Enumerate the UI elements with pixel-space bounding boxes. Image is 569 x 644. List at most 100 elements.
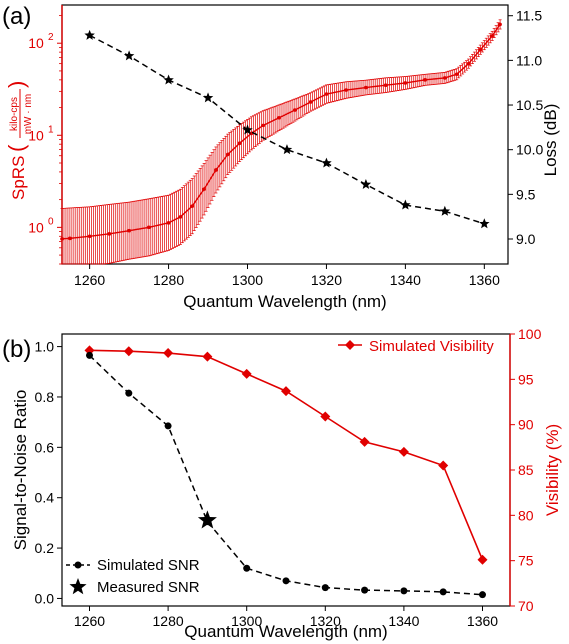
legend-star-icon bbox=[69, 578, 87, 595]
right-tick-label: 75 bbox=[518, 553, 534, 569]
spectral-raman-point bbox=[178, 215, 183, 219]
svg-text:(: ( bbox=[4, 144, 29, 152]
loss-point-star bbox=[123, 50, 135, 61]
spectral-raman-point bbox=[237, 141, 242, 146]
simulated-snr-point bbox=[321, 584, 329, 592]
simulated-snr-point bbox=[125, 389, 133, 397]
right-tick-label: 80 bbox=[518, 507, 534, 523]
simulated-snr-point bbox=[478, 591, 486, 599]
panel-a-unit-numerator: kilo-cps bbox=[9, 97, 20, 131]
right-tick-label: 9.0 bbox=[516, 231, 536, 247]
left-tick-label: 0.4 bbox=[35, 490, 55, 506]
legend-measured-snr-label: Measured SNR bbox=[97, 579, 200, 596]
spectral-raman-point bbox=[107, 232, 112, 236]
left-tick-label: 10 bbox=[28, 35, 44, 51]
left-tick-label: 0.0 bbox=[35, 590, 55, 606]
x-tick-label: 1260 bbox=[74, 272, 105, 288]
visibility-point-diamond bbox=[320, 411, 331, 422]
visibility-point-diamond bbox=[163, 348, 174, 359]
panel-b-left-axis-label: Signal-to-Noise Ratio bbox=[11, 390, 30, 551]
x-tick-label: 1320 bbox=[311, 272, 342, 288]
panel-a-right-axis-label: Loss (dB) bbox=[541, 104, 560, 177]
spectral-raman-point bbox=[490, 34, 495, 38]
loss-point-star bbox=[163, 74, 174, 85]
right-tick-label: 11.0 bbox=[516, 52, 542, 68]
spectral-raman-point bbox=[190, 204, 195, 208]
loss-point-star bbox=[84, 29, 95, 40]
spectral-raman-series bbox=[60, 19, 502, 265]
right-tick-label: 100 bbox=[518, 326, 542, 342]
visibility-point-diamond bbox=[477, 554, 488, 565]
simulated-snr-point bbox=[439, 588, 447, 596]
loss-point-star bbox=[321, 157, 332, 168]
right-tick-label: 10.5 bbox=[516, 97, 543, 113]
loss-point-star bbox=[360, 179, 372, 189]
x-tick-label: 1300 bbox=[231, 613, 262, 629]
panel-a: (a) 1260 1280 1300 1320 1340 1360 10 0 10 1 10 2 9… bbox=[2, 3, 560, 311]
spectral-raman-point bbox=[293, 108, 297, 112]
simulated-snr-point bbox=[243, 564, 251, 572]
spectral-raman-point bbox=[68, 236, 72, 241]
right-tick-label: 90 bbox=[518, 417, 534, 433]
panel-b-series bbox=[84, 345, 488, 599]
panel-b-right-ticks: 70 75 80 85 90 95 100 bbox=[510, 326, 542, 614]
spectral-raman-point bbox=[127, 228, 131, 233]
right-tick-label: 10.0 bbox=[516, 142, 543, 158]
spectral-raman-point bbox=[423, 78, 427, 82]
spectral-raman-point bbox=[166, 221, 171, 225]
spectral-raman-point bbox=[225, 152, 230, 157]
left-tick-exponent: 2 bbox=[48, 32, 54, 43]
loss-point-star bbox=[439, 205, 451, 216]
loss-point-star bbox=[202, 92, 214, 103]
panel-b: (b) 1260 1280 1300 1320 1340 1360 0.00.20.40.… bbox=[2, 326, 562, 641]
loss-series bbox=[84, 29, 490, 229]
left-tick-label: 10 bbox=[28, 127, 44, 143]
spectral-raman-point bbox=[60, 237, 64, 241]
spectral-raman-point bbox=[478, 47, 483, 52]
visibility-line bbox=[89, 349, 484, 561]
panel-a-right-ticks: 9.0 9.5 10.0 10.5 11.0 11.5 bbox=[508, 8, 543, 247]
svg-text:): ) bbox=[4, 81, 29, 88]
left-tick-label: 0.2 bbox=[35, 540, 55, 556]
simulated-snr-point bbox=[282, 577, 290, 585]
spectral-raman-point bbox=[324, 92, 329, 96]
x-tick-label: 1340 bbox=[390, 272, 421, 288]
left-tick-exponent: 0 bbox=[48, 216, 54, 227]
legend-simulated-visibility: Simulated Visibility bbox=[338, 338, 494, 355]
spectral-raman-point bbox=[277, 115, 281, 120]
panel-a-label: (a) bbox=[2, 3, 31, 30]
spectral-raman-point bbox=[214, 168, 218, 172]
spectral-raman-point bbox=[202, 187, 206, 191]
right-tick-label: 11.5 bbox=[516, 8, 542, 24]
spectral-raman-point bbox=[454, 72, 459, 77]
visibility-point-diamond bbox=[202, 351, 213, 362]
left-tick-label: 0.6 bbox=[35, 439, 55, 455]
spectral-raman-point bbox=[344, 88, 348, 92]
panel-a-x-axis-label: Quantum Wavelength (nm) bbox=[183, 292, 386, 311]
left-tick-label: 0.8 bbox=[35, 389, 55, 405]
x-tick-label: 1360 bbox=[467, 613, 498, 629]
legend-circle-icon bbox=[74, 561, 82, 569]
legend-simulated-snr-label: Simulated SNR bbox=[97, 557, 200, 574]
panel-b-left-ticks: 0.0 0.2 0.4 0.6 0.8 1.0 bbox=[35, 339, 62, 606]
svg-text:SpRS: SpRS bbox=[9, 156, 28, 200]
measured-snr-star bbox=[197, 510, 217, 529]
legend-simulated-visibility-label: Simulated Visibility bbox=[369, 338, 494, 355]
spectral-raman-point bbox=[443, 76, 447, 80]
right-tick-label: 85 bbox=[518, 462, 534, 478]
visibility-point-diamond bbox=[84, 345, 95, 356]
x-tick-label: 1280 bbox=[153, 613, 184, 629]
visibility-point-diamond bbox=[438, 460, 449, 471]
loss-line bbox=[89, 34, 485, 225]
loss-point-star bbox=[479, 218, 490, 229]
simulated-snr-point bbox=[86, 351, 94, 359]
simulated-snr-point bbox=[164, 422, 172, 430]
panel-a-left-ticks: 10 0 10 1 10 2 bbox=[28, 15, 62, 265]
left-tick-label: 10 bbox=[28, 219, 44, 235]
visibility-point-diamond bbox=[398, 446, 409, 457]
panel-b-label: (b) bbox=[2, 336, 31, 363]
x-tick-label: 1280 bbox=[153, 272, 184, 288]
spectral-raman-point bbox=[466, 61, 471, 66]
spectral-raman-point bbox=[383, 83, 388, 87]
